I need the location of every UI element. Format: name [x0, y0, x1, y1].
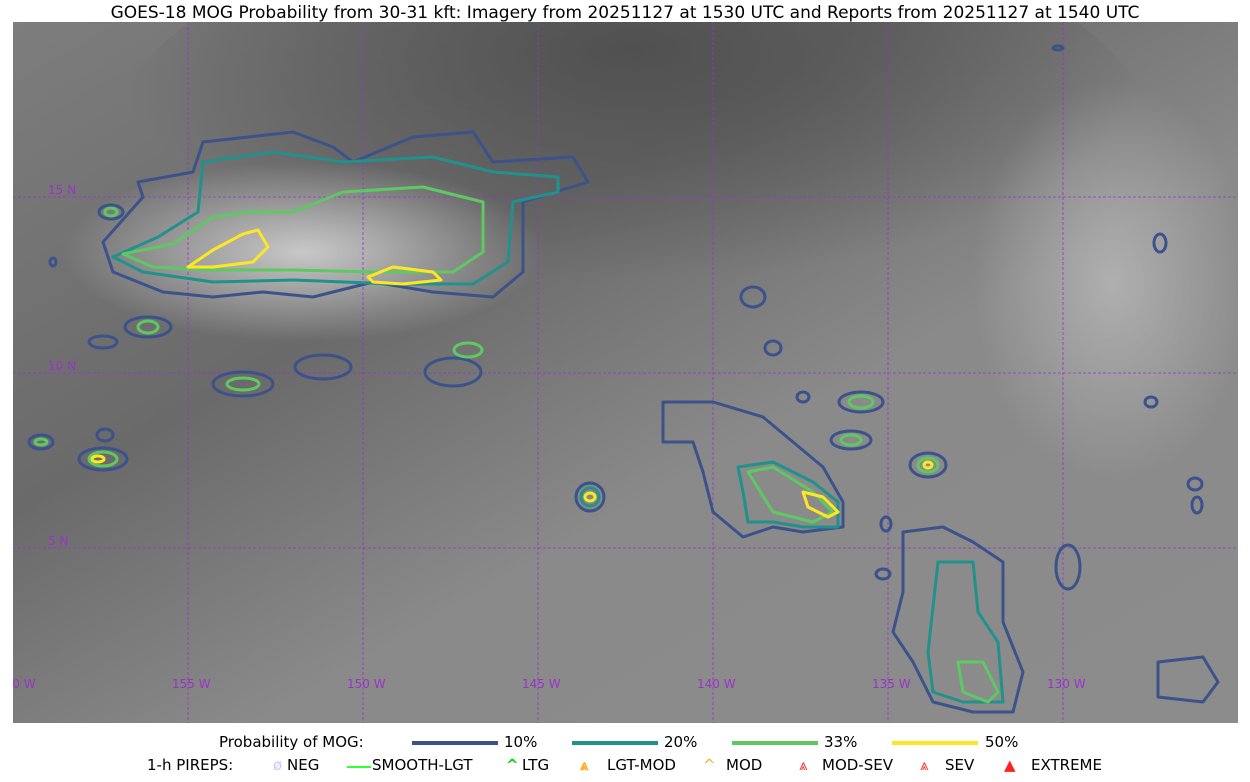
contour-10 — [293, 353, 353, 381]
lgt-mod-icon: ⩓ — [580, 756, 589, 774]
contour-10 — [874, 567, 892, 581]
contour-33 — [956, 660, 1000, 704]
contour-10 — [763, 339, 783, 357]
legend-33: 33% — [824, 733, 858, 751]
contour-20 — [111, 150, 560, 286]
swatch-10 — [412, 741, 498, 745]
contour-10 — [101, 130, 590, 299]
longitude-label: 145 W — [522, 677, 561, 691]
contour-33 — [87, 450, 119, 468]
contour-10 — [1054, 543, 1082, 591]
latitude-label: 10 N — [48, 359, 76, 373]
contour-33 — [839, 433, 863, 447]
mog-contours — [27, 44, 1220, 714]
contour-33 — [452, 341, 484, 359]
contour-10 — [739, 285, 767, 309]
mod-sev-icon: ⩓ — [799, 756, 808, 774]
chart-title: GOES-18 MOG Probability from 30-31 kft: … — [110, 3, 1140, 23]
contour-33 — [103, 206, 119, 218]
graticule — [13, 22, 1238, 723]
contour-10 — [211, 370, 275, 398]
legend-extreme: EXTREME — [1031, 756, 1102, 774]
latitude-label: 5 N — [48, 534, 68, 548]
cloud-region — [973, 82, 1238, 482]
contour-10 — [879, 515, 893, 533]
contour-10 — [1051, 44, 1065, 52]
contour-10 — [1186, 476, 1204, 492]
contour-33 — [847, 394, 875, 410]
neg-icon: ø — [273, 756, 283, 774]
contour-33 — [33, 437, 49, 447]
contour-10 — [661, 400, 845, 539]
legend-50: 50% — [985, 733, 1019, 751]
contour-10 — [891, 525, 1025, 714]
longitude-label: 160 W — [13, 677, 36, 691]
contour-33 — [121, 185, 485, 274]
mog-legend-label: Probability of MOG: — [219, 733, 364, 751]
contour-33 — [916, 456, 940, 474]
contour-10 — [97, 203, 125, 221]
contour-10 — [123, 315, 173, 339]
contour-20 — [736, 460, 840, 529]
smooth-lgt-icon — [347, 766, 371, 768]
contour-10 — [423, 356, 483, 388]
contour-10 — [48, 256, 58, 268]
pirep-legend-label: 1-h PIREPS: — [147, 756, 234, 774]
mod-icon: ^ — [703, 756, 716, 774]
legend-mod-sev: MOD-SEV — [822, 756, 893, 774]
contour-50 — [90, 454, 106, 464]
contour-10 — [1190, 495, 1204, 515]
contour-10 — [1152, 232, 1168, 254]
cloud-region — [63, 162, 543, 342]
contour-10 — [95, 427, 115, 443]
swatch-50 — [892, 741, 978, 745]
legend-smooth-lgt: SMOOTH-LGT — [372, 756, 473, 774]
contour-50 — [366, 265, 443, 286]
swatch-33 — [732, 741, 818, 745]
contour-20 — [579, 486, 601, 508]
grid-labels: 160 W 155 W 150 W 145 W 140 W 135 W 130 W 15 N 1… — [13, 183, 1086, 691]
longitude-label: 140 W — [697, 677, 736, 691]
longitude-label: 155 W — [172, 677, 211, 691]
contour-10 — [27, 433, 55, 451]
contour-33 — [746, 465, 835, 524]
sev-icon: ⩓ — [920, 756, 929, 774]
legend-mod: MOD — [726, 756, 763, 774]
legend-ltg: LTG — [522, 756, 550, 774]
longitude-label: 150 W — [347, 677, 386, 691]
contour-10 — [1143, 395, 1159, 409]
legend-20: 20% — [664, 733, 698, 751]
legend-lgt-mod: LGT-MOD — [607, 756, 676, 774]
latitude-label: 15 N — [48, 183, 76, 197]
swatch-20 — [572, 741, 658, 745]
contour-10 — [87, 334, 119, 350]
longitude-label: 130 W — [1047, 677, 1086, 691]
extreme-icon: ▲ — [1004, 756, 1016, 774]
satellite-map[interactable]: 160 W 155 W 150 W 145 W 140 W 135 W 130 W 15 N 1… — [13, 22, 1238, 723]
legend-10: 10% — [504, 733, 538, 751]
contour-10 — [837, 390, 885, 414]
contour-50 — [186, 228, 270, 269]
longitude-label: 135 W — [872, 677, 911, 691]
contour-10 — [795, 390, 811, 404]
contour-50 — [801, 490, 840, 519]
ltg-icon: ^ — [506, 756, 519, 774]
contour-33 — [225, 376, 261, 392]
legend-neg: NEG — [287, 756, 320, 774]
contour-10 — [574, 481, 606, 513]
contour-10 — [77, 446, 129, 472]
contour-33 — [136, 319, 160, 335]
contour-50 — [922, 460, 934, 470]
contour-10 — [829, 429, 873, 451]
contour-10 — [908, 451, 948, 479]
contour-50 — [583, 491, 597, 503]
legend-sev: SEV — [945, 756, 975, 774]
contour-20 — [926, 560, 1005, 704]
contour-10 — [1156, 655, 1220, 704]
